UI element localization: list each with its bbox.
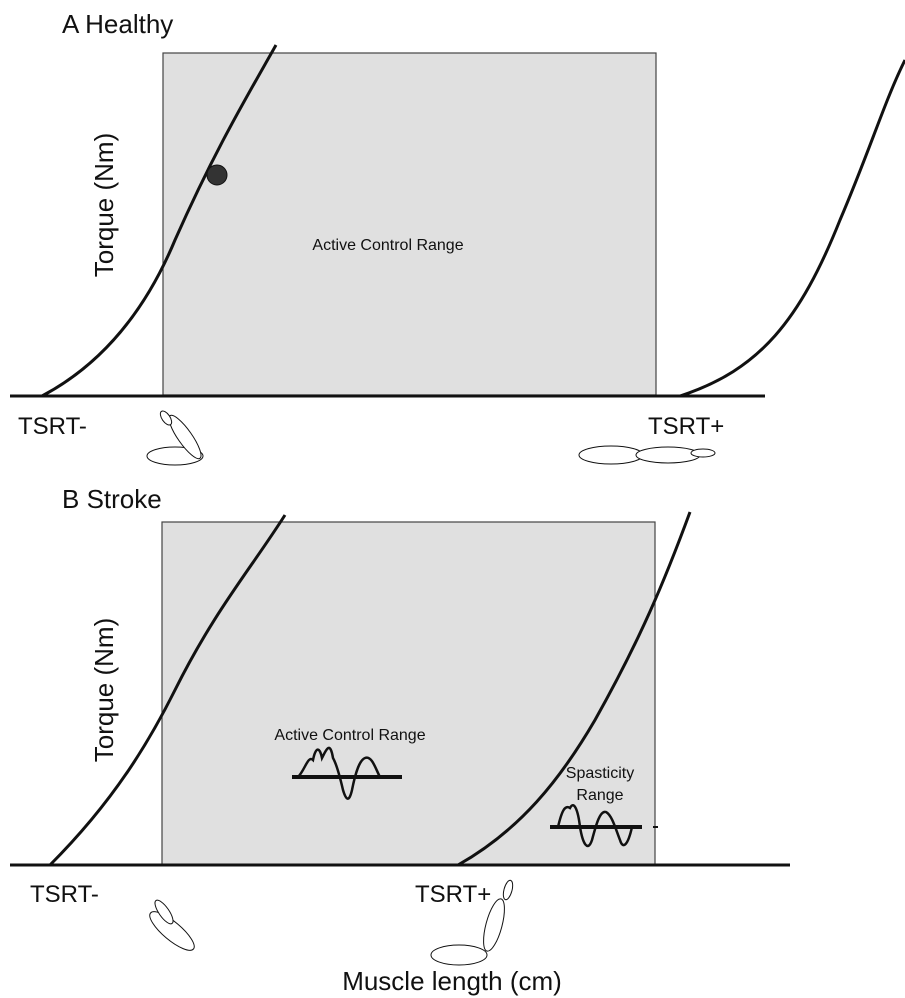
threshold-label: TSRT- [18,413,87,440]
active-range-box [162,522,655,865]
limb-icon [431,945,487,965]
y-label: Torque (Nm) [89,618,119,762]
limb-icon [502,879,515,900]
y-label: Torque (Nm) [89,133,119,277]
range-label: Active Control Range [274,727,425,744]
panel-b: B Stroke Torque (Nm) Active Control Rang… [10,484,790,996]
spasticity-label: Spasticity [566,765,634,782]
range-label: Active Control Range [312,237,463,254]
limb-icon [579,446,643,464]
panel-title: A Healthy [62,9,173,39]
limb-icon [636,447,700,463]
torque-curve [680,60,905,396]
operating-point [207,165,227,185]
limb-icon [691,449,715,457]
threshold-label: TSRT+ [648,413,724,440]
threshold-label: TSRT- [30,881,99,908]
threshold-label: TSRT+ [415,881,491,908]
panel-title: B Stroke [62,484,162,514]
panel-a: A Healthy Torque (Nm) Active Control Ran… [10,9,905,465]
spasticity-label: Range [576,787,623,804]
active-range-box [163,53,656,395]
limb-icon [145,906,199,956]
x-label: Muscle length (cm) [342,966,562,996]
diagram: A Healthy Torque (Nm) Active Control Ran… [0,0,905,998]
